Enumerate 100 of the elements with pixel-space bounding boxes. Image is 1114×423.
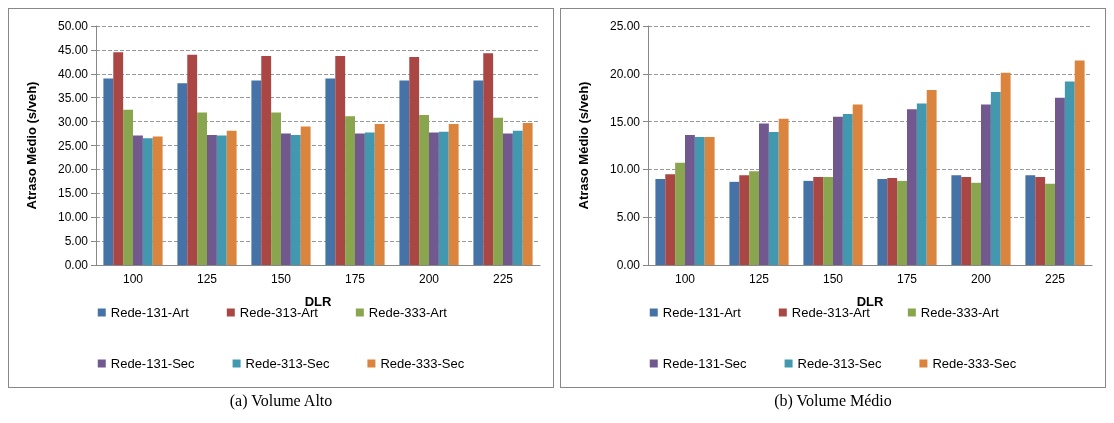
legend-label: Rede-333-Sec xyxy=(932,356,1017,371)
bar xyxy=(1064,81,1075,265)
bar xyxy=(419,114,429,265)
bar xyxy=(448,123,459,265)
x-tick-label: 150 xyxy=(822,272,844,286)
x-tick-label: 100 xyxy=(122,272,144,286)
y-tick-label: 40.00 xyxy=(57,66,89,81)
x-tick-label: 225 xyxy=(492,272,514,286)
bar xyxy=(271,112,281,265)
bar xyxy=(803,180,814,265)
bar xyxy=(739,175,750,265)
bar xyxy=(852,104,863,265)
y-tick-label: 20.00 xyxy=(609,66,641,81)
bar xyxy=(897,180,907,265)
legend-label: Rede-131-Art xyxy=(110,305,190,320)
text: (a) Volume Alto xyxy=(229,391,333,410)
bar xyxy=(1035,177,1046,265)
bar xyxy=(685,134,695,265)
bar xyxy=(823,177,833,265)
bar xyxy=(261,56,272,265)
legend-label: Rede-333-Art xyxy=(368,305,448,320)
bar xyxy=(971,182,981,265)
bar xyxy=(907,109,917,265)
bar xyxy=(216,135,227,265)
y-tick-label: 20.00 xyxy=(57,162,89,177)
y-tick-label: 10.00 xyxy=(609,162,641,177)
legend-label: Rede-131-Art xyxy=(662,305,742,320)
bar xyxy=(512,130,523,265)
bar xyxy=(877,178,888,265)
bar xyxy=(729,181,740,265)
y-tick-label: 25.00 xyxy=(609,19,641,33)
x-tick-label: 125 xyxy=(196,272,218,286)
bar xyxy=(300,126,311,265)
legend-label: Rede-131-Sec xyxy=(110,356,196,371)
bar xyxy=(1055,97,1065,265)
bar xyxy=(887,178,898,265)
bar xyxy=(749,171,759,265)
bar xyxy=(665,174,676,265)
bar xyxy=(123,109,133,265)
bar xyxy=(1074,60,1085,265)
bar xyxy=(503,133,513,265)
x-tick-label: 225 xyxy=(1044,272,1066,286)
x-tick-label: 175 xyxy=(344,272,366,286)
bar xyxy=(493,117,503,265)
bar xyxy=(1025,175,1036,265)
bar xyxy=(335,56,346,265)
bar xyxy=(833,116,843,265)
bar xyxy=(675,162,685,265)
bar xyxy=(951,175,962,265)
y-tick-label: 25.00 xyxy=(57,138,89,153)
x-tick-label: 100 xyxy=(674,272,696,286)
bar xyxy=(187,54,198,265)
x-tick-label: 200 xyxy=(418,272,440,286)
bar xyxy=(990,91,1001,265)
y-tick-label: 50.00 xyxy=(57,19,89,33)
bar xyxy=(409,57,420,265)
bar xyxy=(981,104,991,265)
bar xyxy=(926,90,937,265)
bar xyxy=(429,132,439,265)
bar xyxy=(325,78,336,265)
bar xyxy=(916,103,927,265)
bar xyxy=(1045,183,1055,265)
y-axis-title: Atraso Médio (s/veh) xyxy=(576,81,591,210)
bar xyxy=(197,112,207,265)
bar xyxy=(694,136,705,265)
bar xyxy=(778,118,789,265)
bar xyxy=(704,136,715,265)
y-tick-label: 5.00 xyxy=(616,210,641,225)
y-tick-label: 15.00 xyxy=(609,114,641,129)
bar xyxy=(103,78,114,265)
x-tick-label: 150 xyxy=(270,272,292,286)
x-tick-label: 125 xyxy=(748,272,770,286)
bar xyxy=(768,132,779,265)
bar xyxy=(438,131,449,265)
y-tick-label: 0.00 xyxy=(64,258,89,272)
bar xyxy=(290,134,301,265)
bar xyxy=(152,136,163,265)
bar xyxy=(522,123,533,265)
y-tick-label: 30.00 xyxy=(57,114,89,129)
bar xyxy=(813,177,824,265)
text: (b) Volume Médio xyxy=(774,391,892,410)
bar xyxy=(374,123,385,265)
bar xyxy=(364,132,375,265)
bar xyxy=(961,177,972,265)
bar xyxy=(483,53,494,265)
bar xyxy=(842,113,853,265)
bar xyxy=(281,133,291,265)
y-tick-label: 45.00 xyxy=(57,42,89,57)
legend-label: Rede-313-Sec xyxy=(797,356,882,371)
bar xyxy=(207,134,217,265)
bar xyxy=(113,52,124,265)
x-tick-label: 175 xyxy=(896,272,918,286)
bar xyxy=(142,138,153,265)
bar xyxy=(226,130,237,265)
bar xyxy=(1000,72,1011,265)
legend-label: Rede-313-Sec xyxy=(245,356,330,371)
bar xyxy=(345,116,355,265)
y-axis-title: Atraso Médio (s/veh) xyxy=(24,81,39,210)
legend-label: Rede-131-Sec xyxy=(662,356,748,371)
y-tick-label: 10.00 xyxy=(57,210,89,225)
